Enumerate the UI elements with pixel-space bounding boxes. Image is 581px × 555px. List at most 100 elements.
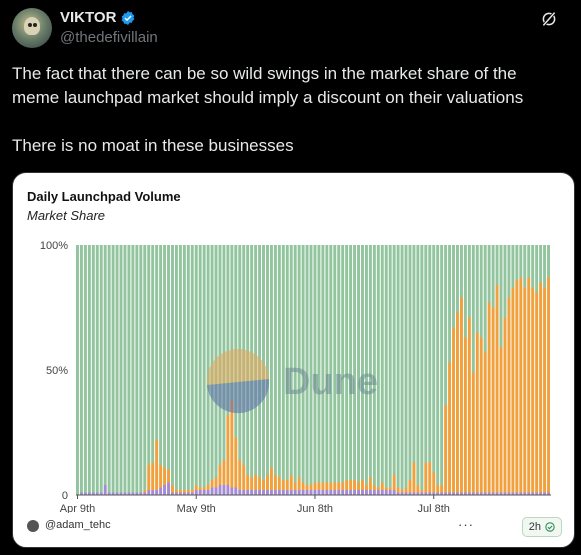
bar-segment-purple bbox=[250, 490, 254, 495]
bar-segment-other bbox=[404, 245, 408, 488]
bar-segment-other bbox=[380, 245, 384, 483]
bar-segment-orange bbox=[515, 280, 519, 493]
bar-segment-purple bbox=[107, 492, 111, 495]
bar-segment-other bbox=[226, 245, 230, 415]
avatar[interactable] bbox=[12, 8, 52, 48]
bar-segment-purple bbox=[79, 492, 83, 495]
avatar-eye-left bbox=[28, 23, 32, 27]
avatar-skull-graphic bbox=[24, 17, 40, 35]
bar-segment-orange bbox=[238, 460, 242, 490]
bar-segment-orange bbox=[174, 490, 178, 493]
bar-segment-purple bbox=[123, 492, 127, 495]
bar-segment-purple bbox=[527, 492, 531, 495]
bar-segment-purple bbox=[380, 490, 384, 495]
display-name[interactable]: VIKTOR bbox=[60, 9, 117, 26]
bar-segment-purple bbox=[353, 490, 357, 495]
bar-segment-other bbox=[531, 245, 535, 288]
bar-segment-other bbox=[479, 245, 483, 338]
bar-segment-purple bbox=[238, 490, 242, 495]
bar-segment-purple bbox=[190, 492, 194, 495]
tweet-text-line2: There is no moat in these businesses bbox=[12, 136, 294, 155]
bar-segment-purple bbox=[376, 490, 380, 495]
bar-segment-other bbox=[515, 245, 519, 280]
bar-segment-orange bbox=[163, 467, 167, 485]
bar-segment-purple bbox=[309, 490, 313, 495]
bar-segment-orange bbox=[293, 482, 297, 490]
bar-segment-orange bbox=[333, 482, 337, 490]
bar-segment-purple bbox=[471, 492, 475, 495]
bar-segment-purple bbox=[364, 490, 368, 495]
bar-segment-purple bbox=[174, 492, 178, 495]
bar-segment-orange bbox=[317, 482, 321, 490]
bar-segment-orange bbox=[436, 485, 440, 493]
bar-segment-purple bbox=[95, 492, 99, 495]
bar-segment-purple bbox=[167, 482, 170, 495]
bar-segment-purple bbox=[452, 492, 455, 495]
bar-segment-other bbox=[293, 245, 297, 483]
bar-segment-purple bbox=[151, 490, 155, 495]
bar-segment-purple bbox=[218, 485, 222, 495]
bar-segment-orange bbox=[448, 362, 452, 493]
bar-segment-purple bbox=[226, 485, 230, 495]
grok-icon[interactable] bbox=[540, 10, 558, 28]
bar-segment-other bbox=[368, 245, 372, 478]
bar-segment-other bbox=[372, 245, 376, 485]
bar-segment-other bbox=[301, 245, 305, 483]
bar-segment-purple bbox=[329, 490, 333, 495]
bar-segment-other bbox=[547, 245, 550, 278]
tweet-header: VIKTOR @thedefivillain bbox=[12, 8, 572, 48]
bar-segment-orange bbox=[523, 287, 527, 493]
bar-segment-other bbox=[206, 245, 210, 485]
chart-card[interactable]: Daily Launchpad Volume Market Share 0 50%… bbox=[12, 172, 575, 548]
chart-title: Daily Launchpad Volume bbox=[27, 189, 181, 204]
bar-segment-other bbox=[87, 245, 91, 493]
bar-segment-purple bbox=[515, 492, 519, 495]
bar-segment-purple bbox=[317, 490, 321, 495]
bar-segment-orange bbox=[408, 480, 412, 493]
bar-segment-other bbox=[277, 245, 281, 478]
handle[interactable]: @thedefivillain bbox=[60, 29, 158, 46]
bar-segment-orange bbox=[155, 440, 159, 490]
bar-segment-purple bbox=[313, 490, 317, 495]
bar-segment-orange bbox=[186, 490, 190, 493]
bar-segment-purple bbox=[345, 490, 349, 495]
x-tick-label: Apr 9th bbox=[60, 503, 95, 513]
bar-segment-other bbox=[234, 245, 238, 438]
bar-segment-other bbox=[539, 245, 543, 283]
bar-segment-orange bbox=[519, 277, 523, 493]
bar-segment-orange bbox=[424, 462, 428, 493]
bar-segment-other bbox=[174, 245, 178, 490]
bar-segment-orange bbox=[285, 480, 289, 490]
bar-segment-purple bbox=[269, 490, 273, 495]
bar-segment-purple bbox=[487, 492, 491, 495]
bar-segment-other bbox=[313, 245, 317, 483]
author-avatar-icon bbox=[27, 520, 39, 532]
bar-segment-purple bbox=[424, 492, 428, 495]
bar-segment-purple bbox=[325, 490, 329, 495]
bar-segment-other bbox=[79, 245, 83, 493]
bar-segment-orange bbox=[309, 485, 313, 490]
bar-segment-purple bbox=[519, 492, 523, 495]
bar-segment-other bbox=[186, 245, 190, 490]
bar-segment-orange bbox=[416, 485, 420, 493]
bar-segment-purple bbox=[357, 490, 360, 495]
bar-segment-purple bbox=[349, 490, 353, 495]
bar-segment-orange bbox=[444, 405, 448, 493]
bar-segment-orange bbox=[297, 477, 301, 490]
bar-segment-other bbox=[281, 245, 285, 480]
check-circle-icon bbox=[545, 522, 555, 532]
bar-segment-orange bbox=[230, 400, 234, 488]
bar-segment-purple bbox=[182, 492, 186, 495]
bar-segment-other bbox=[364, 245, 368, 485]
bar-segment-purple bbox=[254, 490, 258, 495]
bar-segment-purple bbox=[99, 492, 103, 495]
bar-segment-purple bbox=[428, 492, 432, 495]
bar-segment-orange bbox=[467, 317, 471, 493]
card-author[interactable]: @adam_tehc bbox=[45, 519, 111, 531]
bar-segment-other bbox=[163, 245, 167, 468]
more-options-icon[interactable]: ··· bbox=[458, 517, 474, 532]
bar-segment-orange bbox=[337, 482, 341, 490]
bar-segment-other bbox=[95, 245, 99, 493]
bar-segment-other bbox=[269, 245, 273, 468]
bar-segment-purple bbox=[463, 492, 467, 495]
